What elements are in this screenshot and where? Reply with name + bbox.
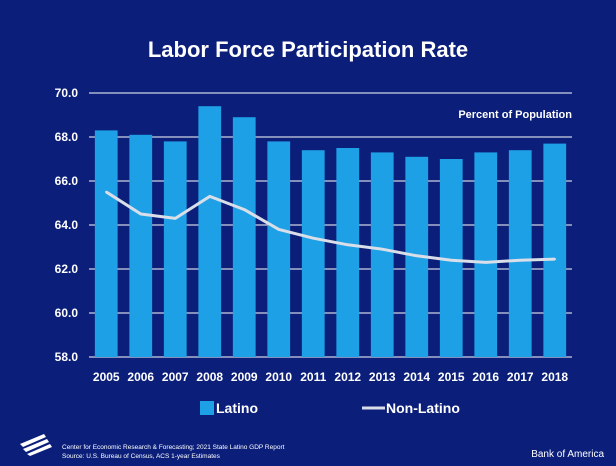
point-non-latino-2016: [484, 261, 487, 264]
footer-source-line1: Center for Economic Research & Forecasti…: [62, 444, 285, 451]
x-tick-label: 2016: [472, 370, 499, 384]
point-non-latino-2015: [450, 259, 453, 262]
point-non-latino-2013: [381, 248, 384, 251]
point-non-latino-2014: [415, 254, 418, 257]
x-tick-label: 2014: [403, 370, 430, 384]
bank-logo-icon: [20, 434, 52, 456]
y-axis-ticks: 58.0 60.0 62.0 64.0 66.0 68.0 70.0: [55, 86, 79, 364]
bar-latino-2012: [336, 148, 360, 357]
point-non-latino-2012: [346, 243, 349, 246]
point-non-latino-2010: [277, 228, 280, 231]
legend-swatch-latino: [200, 401, 214, 415]
x-tick-label: 2013: [369, 370, 396, 384]
x-tick-label: 2007: [162, 370, 189, 384]
bar-latino-2017: [508, 150, 532, 357]
footer-source-line2: Source: U.S. Bureau of Census, ACS 1-yea…: [62, 453, 221, 460]
x-tick-label: 2018: [541, 370, 568, 384]
latino-bars: [94, 106, 567, 357]
y-tick-label: 68.0: [55, 130, 79, 144]
bar-latino-2006: [129, 134, 153, 357]
point-non-latino-2018: [553, 257, 556, 261]
point-non-latino-2009: [243, 208, 246, 211]
line-non-latino: [105, 190, 555, 264]
y-tick-label: 62.0: [55, 262, 79, 276]
x-tick-label: 2006: [127, 370, 154, 384]
bar-latino-2016: [474, 152, 498, 357]
unit-label: Percent of Population: [458, 109, 572, 121]
legend-label-non-latino: Non-Latino: [386, 400, 460, 416]
point-non-latino-2017: [519, 259, 522, 262]
point-non-latino-2005: [105, 190, 108, 194]
point-non-latino-2008: [208, 195, 211, 198]
bar-latino-2005: [94, 130, 118, 357]
x-tick-label: 2017: [507, 370, 534, 384]
bar-latino-2018: [543, 143, 567, 357]
x-tick-label: 2010: [265, 370, 292, 384]
gridlines: [89, 92, 572, 358]
x-tick-label: 2008: [196, 370, 223, 384]
point-non-latino-2006: [139, 212, 142, 216]
y-tick-label: 66.0: [55, 174, 79, 188]
y-tick-label: 58.0: [55, 350, 79, 364]
point-non-latino-2011: [312, 237, 315, 240]
point-non-latino-2007: [174, 217, 177, 220]
legend: Latino Non-Latino: [200, 400, 460, 416]
x-tick-label: 2012: [334, 370, 361, 384]
bar-latino-2015: [439, 159, 463, 357]
bar-latino-2010: [267, 141, 291, 357]
y-tick-label: 70.0: [55, 86, 79, 100]
x-tick-label: 2005: [93, 370, 120, 384]
y-tick-label: 64.0: [55, 218, 79, 232]
chart-title: Labor Force Participation Rate: [148, 37, 468, 62]
x-axis-ticks: 2005 2006 2007 2008 2009 2010 2011 2012 2013 2014…: [93, 370, 569, 384]
x-tick-label: 2011: [300, 370, 326, 384]
footer-brand: Bank of America: [531, 449, 604, 460]
x-tick-label: 2015: [438, 370, 465, 384]
bar-latino-2009: [232, 117, 256, 357]
legend-label-latino: Latino: [216, 400, 258, 416]
non-latino-line-layer: [105, 190, 556, 264]
bar-latino-2011: [301, 150, 325, 357]
bar-latino-2007: [163, 141, 187, 357]
bar-latino-2013: [370, 152, 394, 357]
y-tick-label: 60.0: [55, 306, 79, 320]
bar-latino-2008: [198, 106, 222, 357]
x-tick-label: 2009: [231, 370, 258, 384]
